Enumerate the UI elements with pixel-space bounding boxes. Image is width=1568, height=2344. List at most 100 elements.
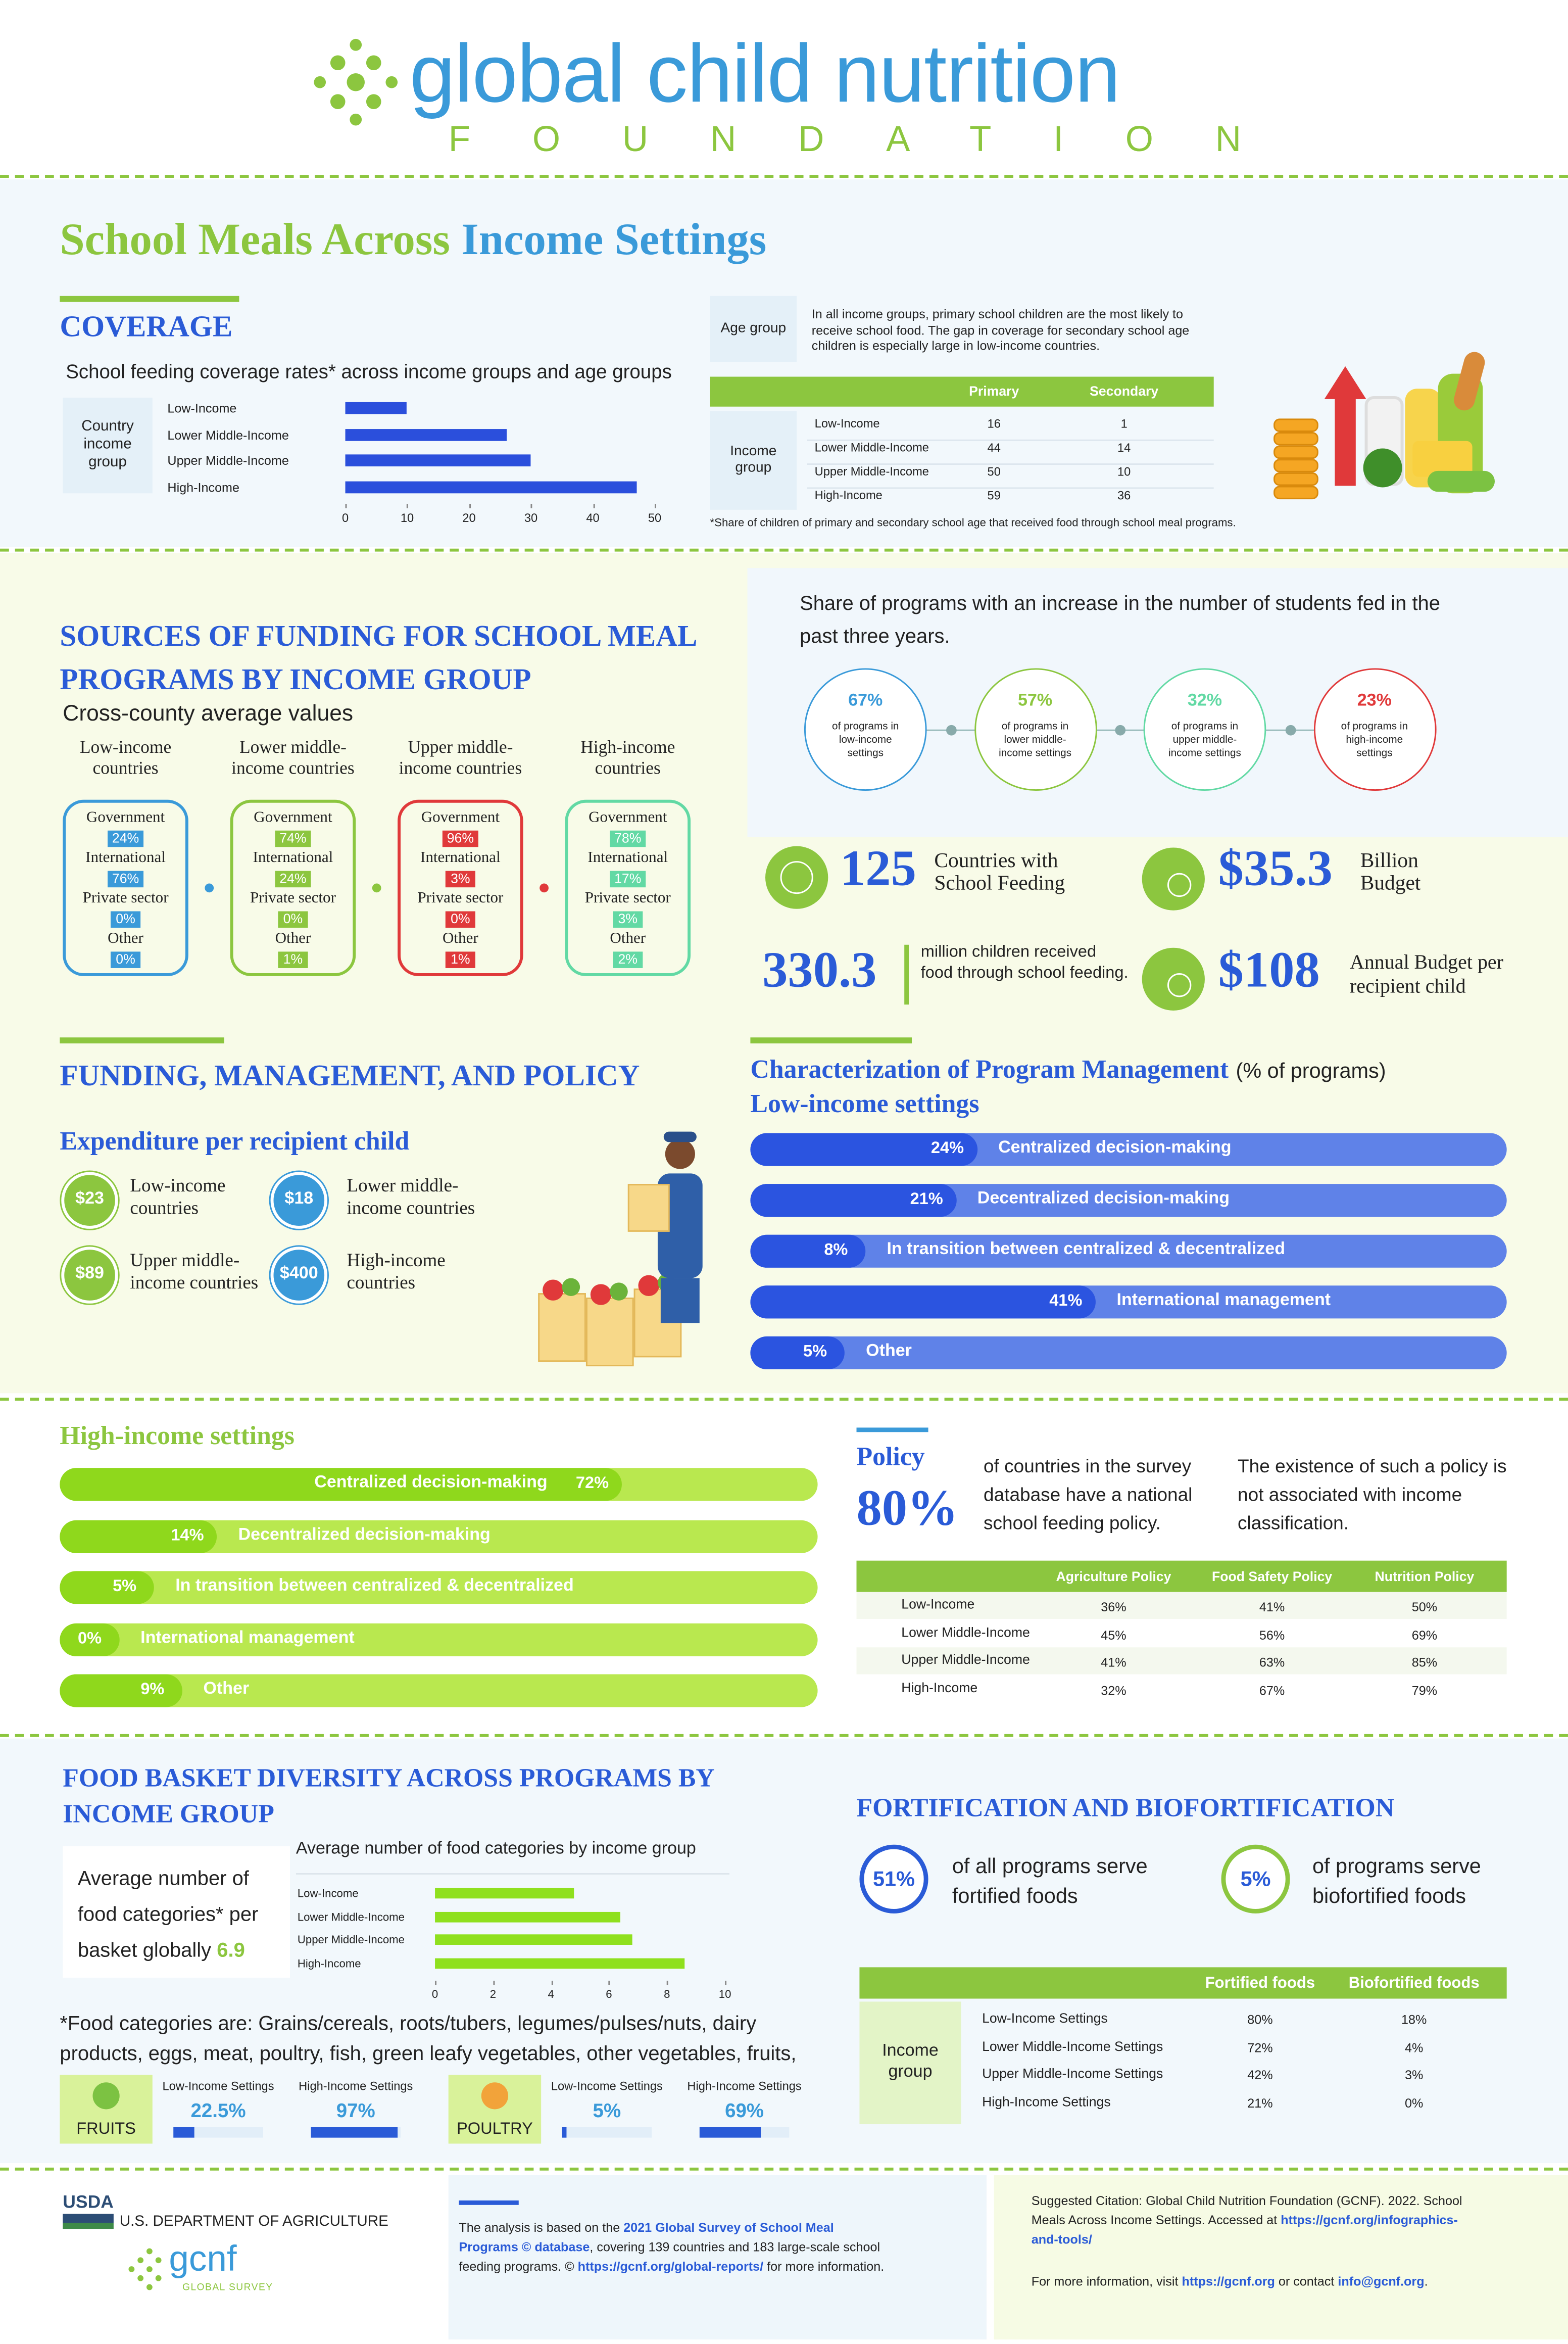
- bar: [435, 1888, 574, 1899]
- text-span: or contact: [1275, 2273, 1338, 2289]
- logo-dot: [347, 73, 365, 91]
- divider: [0, 548, 1568, 552]
- bar: [750, 1336, 845, 1369]
- logo-dot: [350, 113, 362, 126]
- table-cell: 4%: [1405, 2039, 1424, 2055]
- table-cell: 79%: [1411, 1682, 1438, 1698]
- text-span: Average number of food categories* per b…: [77, 1867, 259, 1962]
- row-bg: [856, 1675, 1507, 1702]
- item-value: 0%: [110, 951, 141, 968]
- table-cell: 44: [987, 441, 1001, 455]
- item-value: 24%: [108, 830, 144, 847]
- table-cell: 3%: [1405, 2067, 1424, 2082]
- bar: [60, 1468, 622, 1501]
- row-label: Lower Middle-Income: [901, 1624, 1030, 1639]
- page-title: School Meals Across Income Settings: [60, 214, 1106, 273]
- heading-rule: [856, 1427, 928, 1432]
- table-cell: 21%: [1247, 2095, 1273, 2110]
- item-label: Government: [589, 809, 667, 827]
- tick-mark: [725, 1981, 726, 1985]
- ring: [1313, 668, 1436, 791]
- table-cell: 36%: [1101, 1599, 1126, 1614]
- chart-title: Average number of food categories by inc…: [296, 1840, 696, 1858]
- link-text: https://gcnf.org/infographics-and-tools/: [1031, 2212, 1458, 2247]
- item-value: 2%: [613, 951, 643, 968]
- item-value: 24%: [275, 871, 311, 887]
- logo-dot: [146, 2284, 153, 2290]
- peas-illustration: [1427, 470, 1495, 492]
- chart-heading: Characterization of Program Management (…: [750, 1054, 1528, 1087]
- table-cell: 50: [987, 465, 1001, 479]
- item-label: International: [587, 850, 668, 867]
- stat-label: Billion Budget: [1360, 850, 1421, 896]
- bar-label: In transition between centralized & dece…: [175, 1577, 574, 1595]
- bar-track: [750, 1336, 1507, 1369]
- tick-mark: [530, 504, 532, 508]
- bar-value: 72%: [575, 1474, 609, 1493]
- bar-label: International management: [1116, 1291, 1331, 1310]
- setting-label: High-Income Settings: [299, 2079, 413, 2093]
- text-span: For more information, visit: [1031, 2273, 1182, 2289]
- logo-dot: [137, 2275, 144, 2281]
- group-frame: [230, 799, 356, 976]
- link-text: https://gcnf.org: [1182, 2273, 1275, 2289]
- coin-illustration: [1273, 432, 1318, 446]
- circle-label: Upper middle-income countries: [130, 1250, 259, 1294]
- farmer-illustration: [660, 1278, 700, 1323]
- divider: [0, 1734, 1568, 1737]
- bar: [562, 2127, 567, 2138]
- category-label: High-Income: [167, 479, 239, 494]
- poultry-icon: [481, 2082, 509, 2110]
- text-span: Income Settings: [461, 215, 767, 265]
- item-value: 0%: [110, 911, 141, 928]
- bar-track: [173, 2127, 263, 2138]
- pepper-illustration: [1363, 448, 1402, 488]
- ring: [859, 1844, 928, 1914]
- logo-dot: [314, 76, 326, 88]
- info-box: [63, 1846, 290, 1978]
- table-cell: 63%: [1259, 1654, 1285, 1670]
- arrow-illustration: [1324, 366, 1366, 399]
- group-name: High-income countries: [580, 736, 675, 779]
- arrow-illustration: [1335, 396, 1356, 486]
- label-box: [63, 397, 153, 494]
- bar: [60, 1674, 183, 1707]
- bar-track: [750, 1234, 1507, 1268]
- tick-mark: [493, 1981, 494, 1985]
- value-circle: [270, 1247, 328, 1304]
- row-label: Upper Middle-Income: [901, 1652, 1030, 1667]
- ring: [1143, 668, 1266, 791]
- row-label: High-Income Settings: [982, 2093, 1111, 2109]
- connector-dot: [540, 883, 549, 893]
- chart-rule: [296, 1873, 729, 1875]
- tick-mark: [407, 504, 408, 508]
- row-bg: [856, 1619, 1507, 1647]
- gcnf-logo: gcnf: [169, 2239, 237, 2280]
- coin-illustration: [1273, 445, 1318, 459]
- item-value: 17%: [610, 871, 646, 887]
- link-text: 2021 Global Survey of School Meal Progra…: [459, 2220, 834, 2255]
- text-span: .: [1424, 2273, 1428, 2289]
- item-value: 1%: [278, 951, 308, 968]
- bar-track: [562, 2127, 652, 2138]
- ring: [1221, 1844, 1290, 1914]
- farmer-illustration: [665, 1139, 695, 1169]
- logo-sub: FOUNDATION: [448, 119, 1303, 160]
- citation-text: Suggested Citation: Global Child Nutriti…: [1032, 2191, 1465, 2250]
- connector-dot: [1115, 724, 1126, 735]
- circle-value: $23: [75, 1190, 104, 1208]
- table-cell: 56%: [1259, 1627, 1285, 1642]
- contact-text: For more information, visit https://gcnf…: [1032, 2272, 1510, 2291]
- item-label: International: [85, 850, 166, 867]
- table-cell: 41%: [1101, 1654, 1126, 1670]
- bar: [345, 402, 408, 414]
- text-span: School Meals Across: [60, 215, 450, 265]
- bar: [60, 1622, 120, 1656]
- subtitle: Cross-county average values: [63, 701, 354, 727]
- item-value: 3%: [445, 871, 475, 887]
- logo-dot: [146, 2266, 153, 2272]
- stat-value: 125: [840, 841, 916, 897]
- logo-text: global child nutrition: [409, 27, 1120, 120]
- x-tick-label: 2: [489, 1987, 497, 2001]
